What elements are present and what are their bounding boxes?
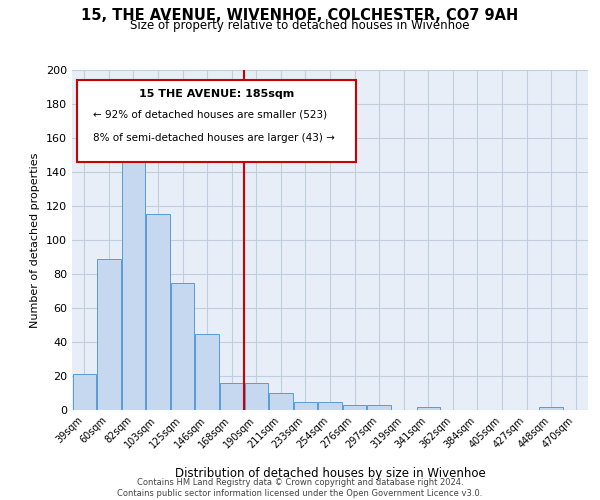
Bar xyxy=(73,374,96,410)
Bar xyxy=(245,383,268,410)
Text: 15, THE AVENUE, WIVENHOE, COLCHESTER, CO7 9AH: 15, THE AVENUE, WIVENHOE, COLCHESTER, CO… xyxy=(82,8,518,22)
Bar xyxy=(539,406,563,410)
Bar xyxy=(97,258,121,410)
Bar xyxy=(294,402,317,410)
Bar xyxy=(343,405,366,410)
Text: Size of property relative to detached houses in Wivenhoe: Size of property relative to detached ho… xyxy=(130,19,470,32)
Bar xyxy=(122,126,145,410)
Text: Distribution of detached houses by size in Wivenhoe: Distribution of detached houses by size … xyxy=(175,467,485,480)
Bar xyxy=(171,282,194,410)
Y-axis label: Number of detached properties: Number of detached properties xyxy=(31,152,40,328)
Text: 8% of semi-detached houses are larger (43) →: 8% of semi-detached houses are larger (4… xyxy=(92,133,335,143)
Bar xyxy=(269,393,293,410)
Bar xyxy=(319,402,341,410)
Text: 15 THE AVENUE: 185sqm: 15 THE AVENUE: 185sqm xyxy=(139,88,294,99)
Bar xyxy=(146,214,170,410)
FancyBboxPatch shape xyxy=(77,80,356,162)
Text: ← 92% of detached houses are smaller (523): ← 92% of detached houses are smaller (52… xyxy=(92,109,327,119)
Bar xyxy=(367,405,391,410)
Bar xyxy=(416,406,440,410)
Text: Contains HM Land Registry data © Crown copyright and database right 2024.
Contai: Contains HM Land Registry data © Crown c… xyxy=(118,478,482,498)
Bar xyxy=(220,383,244,410)
Bar xyxy=(196,334,219,410)
